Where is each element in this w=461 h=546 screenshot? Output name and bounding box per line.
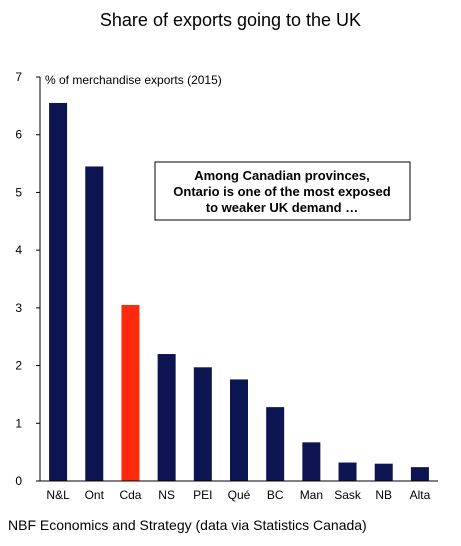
annotation-box: Among Canadian provinces, Ontario is one…: [154, 161, 411, 221]
chart-title: Share of exports going to the UK: [99, 10, 362, 30]
y-tick-label: 3: [15, 301, 22, 315]
bar-n-l: [49, 102, 68, 481]
y-tick-label: 1: [15, 416, 22, 430]
bar-ont: [85, 166, 104, 481]
bar-nb: [374, 463, 393, 481]
x-tick-label: BC: [267, 488, 284, 502]
x-tick-label: NS: [158, 488, 175, 502]
x-tick-label: PEI: [193, 488, 212, 502]
bar-sask: [338, 462, 357, 481]
bar-qu-: [230, 379, 248, 481]
x-tick-label: N&L: [46, 488, 70, 502]
y-tick-label: 6: [15, 128, 22, 142]
annotation-line-2: Ontario is one of the most exposed: [173, 184, 390, 199]
y-tick-label: 2: [15, 359, 22, 373]
x-tick-label: Qué: [228, 488, 251, 502]
y-tick-label: 0: [15, 474, 22, 488]
annotation-line-1: Among Canadian provinces,: [194, 168, 370, 183]
bar-ns: [157, 354, 176, 481]
bar-pei: [193, 367, 212, 481]
x-tick-label: Cda: [119, 488, 141, 502]
bar-man: [302, 442, 321, 481]
y-tick-label: 4: [15, 243, 22, 257]
x-tick-label: Sask: [334, 488, 362, 502]
y-axis-label: % of merchandise exports (2015): [45, 73, 222, 87]
bar-cda: [121, 304, 140, 481]
source-note: NBF Economics and Strategy (data via Sta…: [8, 517, 367, 533]
y-tick-label: 5: [15, 185, 22, 199]
x-tick-label: Ont: [85, 488, 105, 502]
bar-alta: [410, 467, 429, 481]
annotation-line-3: to weaker UK demand …: [206, 200, 358, 215]
bar-bc: [266, 407, 285, 481]
x-tick-label: NB: [375, 488, 392, 502]
x-tick-label: Man: [300, 488, 323, 502]
x-tick-label: Alta: [410, 488, 431, 502]
y-tick-label: 7: [15, 70, 22, 84]
